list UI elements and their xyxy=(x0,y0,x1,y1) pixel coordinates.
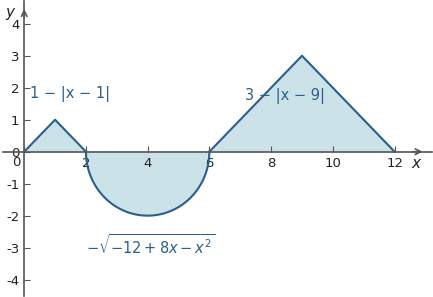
Text: y: y xyxy=(6,5,15,20)
Text: x: x xyxy=(412,156,421,171)
Text: 1 − |x − 1|: 1 − |x − 1| xyxy=(30,86,110,102)
Text: 0: 0 xyxy=(12,157,21,169)
Text: $-\sqrt{-12+8x-x^2}$: $-\sqrt{-12+8x-x^2}$ xyxy=(86,233,215,257)
Text: 3 − |x − 9|: 3 − |x − 9| xyxy=(245,88,325,104)
